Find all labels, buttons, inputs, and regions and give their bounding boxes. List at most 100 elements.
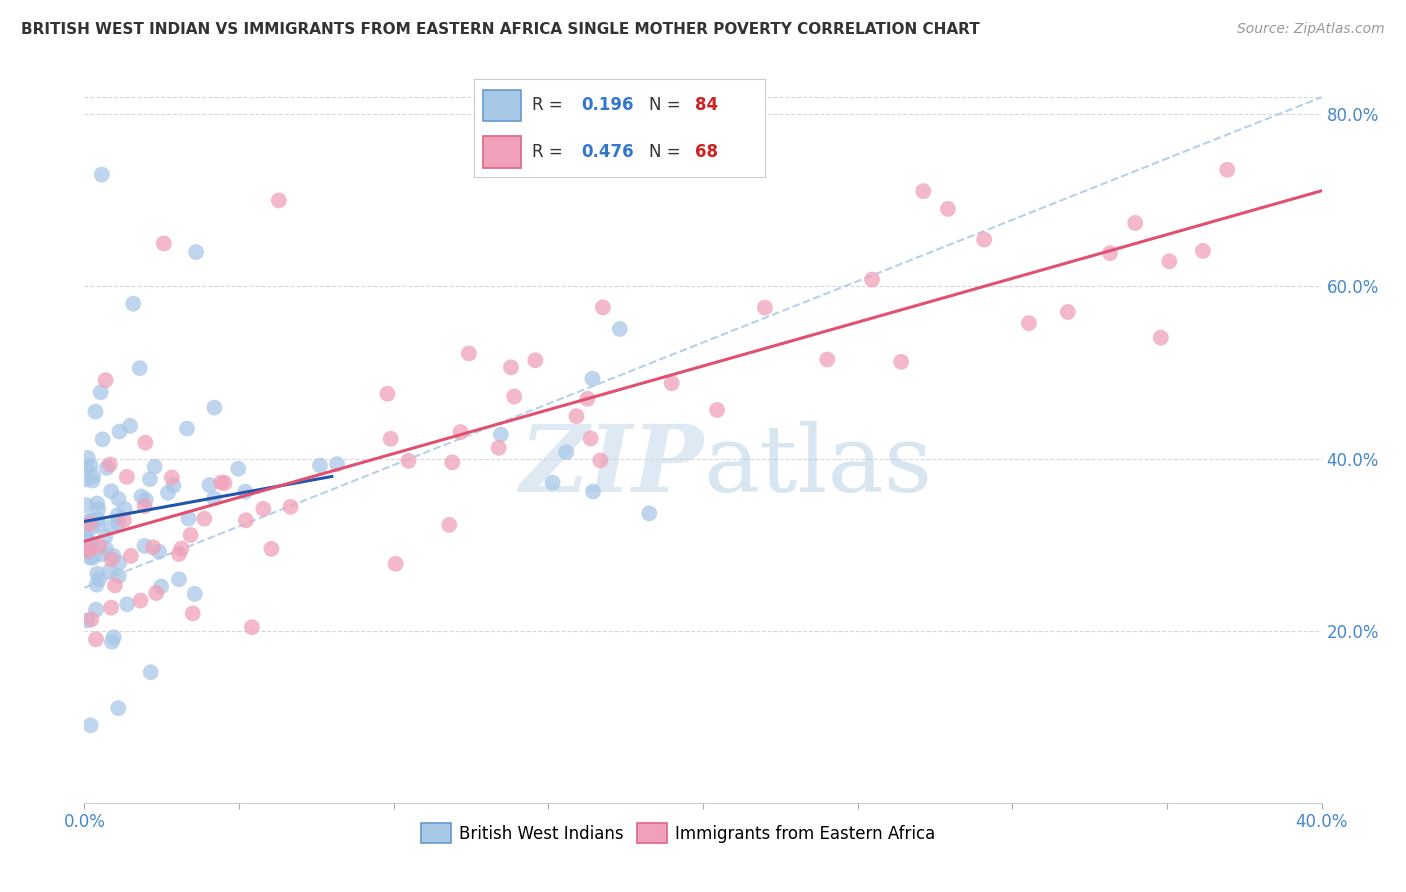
Point [80, 539, 103, 553]
Point [142, 540, 165, 554]
Point [1057, 305, 1080, 319]
Point [581, 372, 603, 386]
Point [240, 620, 263, 634]
Point [134, 435, 156, 450]
Point [592, 301, 614, 315]
Point [177, 511, 200, 525]
Point [170, 541, 193, 556]
Point [384, 557, 406, 571]
Point [326, 457, 349, 471]
Point [90, 385, 112, 400]
Point [107, 508, 129, 522]
Point [80, 612, 103, 626]
Point [75, 523, 97, 537]
Point [89, 539, 111, 553]
Point [90, 168, 112, 182]
Point [98, 564, 121, 578]
Point [103, 549, 125, 563]
Point [86, 496, 108, 510]
Point [541, 475, 564, 490]
Point [77, 533, 100, 548]
Point [160, 470, 183, 484]
Point [120, 418, 142, 433]
Point [1159, 254, 1181, 268]
Point [589, 453, 612, 467]
Point [1216, 162, 1239, 177]
Point [86, 566, 108, 581]
Point [103, 630, 125, 644]
Point [82, 474, 104, 488]
Point [76, 498, 98, 512]
Point [77, 541, 100, 556]
Point [180, 528, 202, 542]
Point [107, 491, 129, 506]
Point [107, 701, 129, 715]
Point [167, 572, 190, 586]
Point [890, 355, 912, 369]
Point [86, 577, 108, 591]
Point [489, 427, 512, 442]
Legend: British West Indians, Immigrants from Eastern Africa: British West Indians, Immigrants from Ea… [415, 817, 942, 849]
Point [129, 593, 152, 607]
Point [233, 484, 256, 499]
Point [76, 543, 98, 558]
Point [84, 632, 107, 647]
Point [104, 578, 127, 592]
Point [79, 718, 101, 732]
Point [209, 475, 232, 490]
Point [706, 403, 728, 417]
Point [145, 586, 167, 600]
Point [135, 492, 157, 507]
Point [114, 502, 136, 516]
Point [94, 373, 117, 387]
Point [638, 507, 661, 521]
Point [582, 484, 605, 499]
Point [131, 490, 153, 504]
Point [153, 236, 176, 251]
Text: Source: ZipAtlas.com: Source: ZipAtlas.com [1237, 22, 1385, 37]
Point [134, 539, 156, 553]
Point [235, 513, 257, 527]
Text: BRITISH WEST INDIAN VS IMMIGRANTS FROM EASTERN AFRICA SINGLE MOTHER POVERTY CORR: BRITISH WEST INDIAN VS IMMIGRANTS FROM E… [21, 22, 980, 37]
Point [815, 352, 838, 367]
Point [79, 516, 101, 531]
Point [139, 472, 162, 486]
Point [75, 461, 97, 475]
Point [936, 202, 959, 216]
Text: ZIP: ZIP [519, 421, 703, 511]
Point [75, 472, 97, 486]
Point [524, 353, 547, 368]
Point [87, 572, 110, 586]
Point [101, 634, 124, 648]
Point [94, 530, 117, 544]
Point [1098, 246, 1121, 260]
Point [156, 486, 179, 500]
Point [91, 433, 114, 447]
Point [96, 461, 118, 475]
Point [150, 580, 173, 594]
Point [82, 469, 104, 483]
Point [499, 360, 522, 375]
Point [108, 556, 131, 570]
Point [79, 550, 101, 565]
Point [87, 517, 110, 532]
Point [84, 602, 107, 616]
Point [134, 499, 156, 513]
Point [100, 552, 122, 566]
Point [107, 569, 129, 583]
Point [226, 461, 249, 475]
Point [488, 441, 510, 455]
Point [912, 184, 935, 198]
Point [100, 484, 122, 499]
Point [143, 459, 166, 474]
Point [380, 432, 402, 446]
Point [90, 547, 112, 561]
Point [100, 519, 122, 533]
Point [120, 549, 142, 563]
Point [139, 665, 162, 680]
Point [181, 607, 204, 621]
Point [441, 455, 464, 469]
Point [309, 458, 332, 473]
Point [122, 296, 145, 310]
Point [100, 600, 122, 615]
